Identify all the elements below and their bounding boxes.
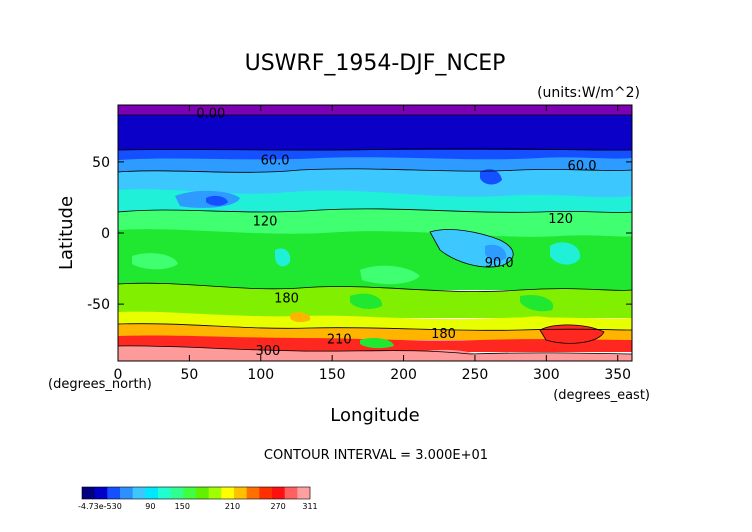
- contour-line: [118, 208, 632, 213]
- colorbar: [81, 486, 311, 500]
- y-axis-ticks: 50 0 -50: [87, 155, 632, 313]
- colorbar-swatch: [107, 487, 121, 499]
- x-axis-label: Longitude: [330, 405, 420, 426]
- contour-line: [539, 324, 605, 344]
- x-tick-label: 0: [114, 367, 123, 383]
- colorbar-tick-label: 90: [145, 502, 155, 511]
- contour-line: [118, 323, 632, 331]
- patch-blue-2: [480, 169, 502, 185]
- colorbar-tick-label: -4.73e-530: [78, 502, 122, 511]
- x-tick-label: 300: [533, 367, 560, 383]
- patch-sky-2: [485, 244, 507, 261]
- x-tick-label: 150: [319, 367, 346, 383]
- band-yellow: [118, 311, 632, 330]
- colorbar-tick-label: 150: [175, 502, 190, 511]
- contour-line: [118, 345, 632, 355]
- colorbar-tick-label: 210: [225, 502, 240, 511]
- x-axis-ticks: 0 50 100 150 200 250 300 350: [114, 105, 631, 383]
- contour-label: 60.0: [568, 159, 597, 174]
- contour-line: [118, 168, 632, 173]
- band-navy: [118, 115, 632, 150]
- y-tick-label: -50: [87, 297, 110, 313]
- patch-green-light-1: [360, 265, 420, 285]
- x-unit-note: (degrees_east): [553, 388, 650, 403]
- contour-label: 60.0: [261, 153, 290, 168]
- contour-label: 90.0: [485, 256, 514, 271]
- colorbar-swatch: [234, 487, 248, 499]
- contour-field: [118, 105, 632, 361]
- units-label: (units:W/m^2): [537, 85, 640, 101]
- patch-aqua-1: [275, 248, 291, 267]
- colorbar-swatch: [158, 487, 172, 499]
- colorbar-swatch: [145, 487, 159, 499]
- colorbar-swatch: [94, 487, 108, 499]
- contour-labels: 0.00 60.0 60.0 120 120 90.0 180 180 210 300: [196, 107, 596, 360]
- band-violet: [118, 105, 632, 115]
- colorbar-swatch: [272, 487, 286, 499]
- patch-aqua-2: [550, 242, 581, 265]
- contour-label: 180: [274, 291, 299, 306]
- contour-label: 0.00: [196, 107, 225, 122]
- colorbar-swatch: [196, 487, 210, 499]
- colorbar-frame: [81, 486, 311, 500]
- colorbar-ticks: -4.73e-530 90 150 210 270 311: [78, 502, 318, 511]
- colorbar-swatch: [170, 487, 184, 499]
- colorbar-swatch: [246, 487, 260, 499]
- contour-line: [429, 229, 514, 268]
- contour-interval-note: CONTOUR INTERVAL = 3.000E+01: [264, 448, 488, 463]
- contour-lines: [118, 114, 632, 355]
- patch-orange-1: [290, 312, 311, 323]
- y-tick-label: 50: [92, 155, 110, 171]
- x-tick-label: 250: [462, 367, 489, 383]
- patch-blue-1: [206, 195, 228, 206]
- y-tick-label: 0: [101, 226, 110, 242]
- colorbar-swatch: [183, 487, 197, 499]
- x-tick-label: 100: [247, 367, 274, 383]
- colorbar-tick-label: 270: [270, 502, 285, 511]
- patch-green-3: [360, 338, 394, 349]
- contour-line: [118, 282, 632, 292]
- patch-green-1: [350, 293, 383, 309]
- x-tick-label: 50: [180, 367, 198, 383]
- band-green-light: [118, 208, 632, 240]
- colorbar-swatch: [284, 487, 298, 499]
- y-unit-note: (degrees_north): [48, 377, 152, 392]
- chart-title: USWRF_1954-DJF_NCEP: [245, 51, 506, 76]
- x-tick-label: 200: [390, 367, 417, 383]
- colorbar-tick-label: 311: [302, 502, 317, 511]
- patch-yellow-1: [520, 316, 559, 329]
- colorbar-swatch: [259, 487, 273, 499]
- colorbar-swatch: [120, 487, 134, 499]
- contour-label: 120: [253, 215, 278, 230]
- contour-line: [118, 148, 632, 151]
- colorbar-swatch: [221, 487, 235, 499]
- y-axis-label: Latitude: [56, 196, 77, 270]
- contour-label: 120: [548, 212, 573, 227]
- contour-label: 210: [327, 333, 352, 348]
- colorbar-swatch: [208, 487, 222, 499]
- contour-label: 300: [256, 344, 281, 359]
- x-tick-label: 350: [604, 367, 631, 383]
- colorbar-swatch: [297, 487, 311, 499]
- patch-green-light-2: [132, 253, 178, 270]
- colorbar-swatch: [132, 487, 146, 499]
- colorbar-swatch: [82, 487, 96, 499]
- contour-label: 180: [431, 327, 456, 342]
- patch-green-2: [520, 294, 554, 312]
